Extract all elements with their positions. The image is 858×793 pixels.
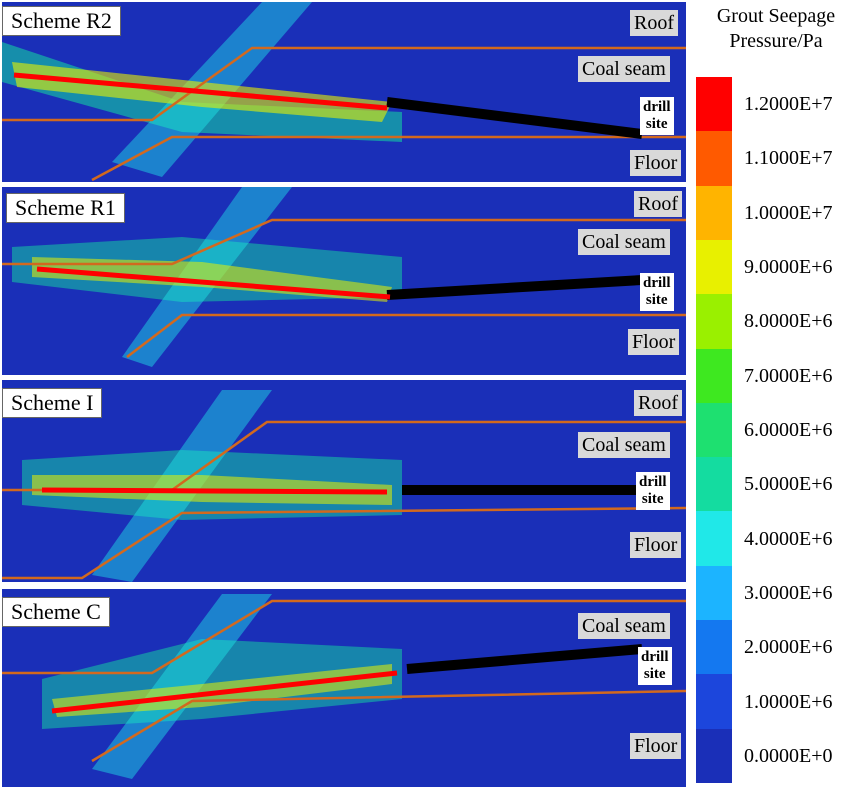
- roof-label: Roof: [630, 10, 678, 36]
- legend-tick-label: 7.0000E+6: [744, 364, 833, 387]
- floor-label: Floor: [628, 329, 680, 355]
- coal-seam-label: Coal seam: [578, 432, 670, 458]
- drill-site-label: drill site: [638, 647, 672, 685]
- legend-swatch: [696, 402, 732, 458]
- legend-swatch: [696, 674, 732, 730]
- legend-title-line1: Grout Seepage: [716, 5, 836, 27]
- scheme-r2-panel: Scheme R2 Roof Coal seam drill site Floor: [2, 2, 686, 182]
- roof-label: Roof: [634, 390, 682, 416]
- legend-tick-label: 9.0000E+6: [744, 256, 833, 279]
- scheme-c-panel: Scheme C Coal seam drill site Floor: [2, 589, 686, 787]
- scheme-label: Scheme R1: [6, 193, 125, 223]
- legend-tick-label: 1.0000E+7: [744, 201, 833, 224]
- legend-swatch: [696, 239, 732, 295]
- legend-swatch: [696, 185, 732, 241]
- legend-swatch: [696, 620, 732, 675]
- legend-tick-label: 6.0000E+6: [744, 419, 833, 441]
- legend-swatch: [696, 131, 732, 187]
- floor-label: Floor: [630, 150, 682, 176]
- legend-swatch: [696, 511, 732, 567]
- roof-label: Roof: [634, 191, 682, 217]
- legend-swatch: [696, 294, 732, 350]
- legend-tick-label: 8.0000E+6: [744, 310, 833, 333]
- legend-tick-label: 4.0000E+6: [744, 527, 833, 550]
- legend-tick-label: 1.2000E+7: [744, 93, 833, 116]
- scheme-i-panel: Scheme I Roof Coal seam drill site Floor: [2, 380, 686, 582]
- legend-swatch: [696, 77, 732, 132]
- legend-tick-label: 1.1000E+7: [744, 147, 833, 170]
- drill-site-label: drill site: [640, 273, 674, 311]
- coal-seam-label: Coal seam: [578, 613, 670, 639]
- legend-swatch: [696, 457, 732, 512]
- legend-tick-label: 0.0000E+0: [744, 744, 833, 767]
- coal-seam-label: Coal seam: [578, 229, 670, 255]
- scheme-label: Scheme I: [2, 388, 103, 418]
- legend-tick-label: 1.0000E+6: [744, 690, 833, 713]
- floor-label: Floor: [630, 733, 682, 759]
- scheme-c-plot: [2, 594, 686, 779]
- drill-site-label: drill site: [640, 97, 674, 135]
- legend-title: Grout Seepage Pressure/Pa: [694, 4, 858, 54]
- scheme-r2-plot: [2, 2, 686, 182]
- scheme-label: Scheme R2: [2, 6, 121, 36]
- coal-seam-label: Coal seam: [578, 56, 670, 82]
- floor-label: Floor: [630, 532, 682, 558]
- legend-tick-label: 3.0000E+6: [744, 581, 833, 604]
- drill-site-label: drill site: [636, 472, 670, 510]
- legend-swatch: [696, 728, 732, 784]
- legend-tick-label: 5.0000E+6: [744, 473, 833, 496]
- legend-swatch: [696, 565, 732, 621]
- scheme-r1-panel: Scheme R1 Roof Coal seam drill site Floor: [2, 187, 686, 375]
- scheme-r1-plot: [2, 187, 686, 367]
- color-scale-bar: [696, 77, 732, 784]
- legend-tick-label: 2.0000E+6: [744, 636, 833, 659]
- legend-title-line2: Pressure/Pa: [729, 30, 823, 52]
- scheme-i-plot: [2, 390, 686, 582]
- legend-swatch: [696, 348, 732, 404]
- scheme-label: Scheme C: [2, 597, 110, 627]
